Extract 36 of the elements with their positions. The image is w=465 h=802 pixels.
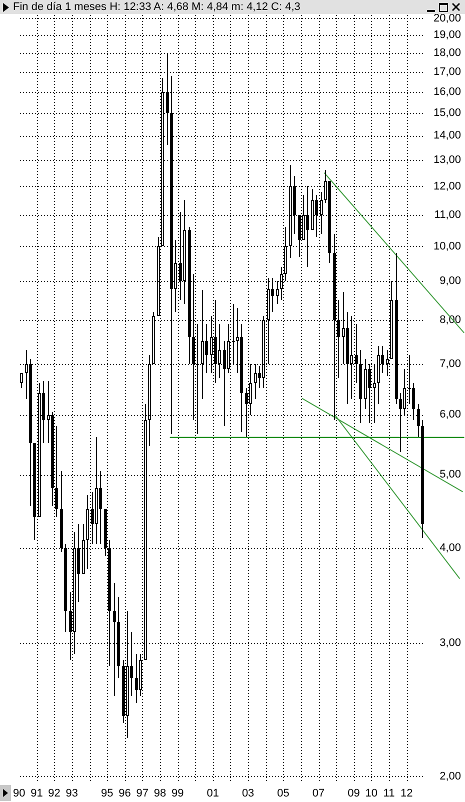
y-tick-label: 5,00 <box>440 468 461 481</box>
x-tick-label: 91 <box>30 788 43 800</box>
y-tick-label: 17,00 <box>433 66 461 78</box>
x-tick-label: 98 <box>154 788 166 800</box>
x-tick-label: 95 <box>101 788 114 800</box>
x-tick-label: 90 <box>12 788 26 800</box>
y-tick-label: 2,00 <box>440 770 461 782</box>
y-tick-label: 16,00 <box>433 86 461 98</box>
x-tick-label: 93 <box>66 788 78 800</box>
x-tick-label: 96 <box>118 788 131 800</box>
x-tick-label: 03 <box>242 788 254 800</box>
x-tick-label: 11 <box>383 788 395 800</box>
x-tick-label: 97 <box>136 788 149 800</box>
y-tick-label: 18,00 <box>433 46 461 59</box>
x-tick-label: 10 <box>365 788 378 800</box>
y-tick-label: 7,00 <box>440 358 461 370</box>
y-tick-label: 10,00 <box>433 240 461 253</box>
y-tick-label: 15,00 <box>433 107 461 120</box>
x-tick-label: 01 <box>206 788 219 800</box>
chart-title: Fin de día 1 meses H: 12:33 A: 4,68 M: 4,84 m: 4,12 C: 4,3 <box>13 0 300 14</box>
x-tick-label: 92 <box>48 788 60 800</box>
y-tick-label: 11,00 <box>434 209 461 222</box>
x-tick-label: 05 <box>277 788 290 800</box>
y-tick-label: 12,00 <box>433 180 461 192</box>
x-tick-label: 99 <box>171 788 184 800</box>
x-tick-label: 07 <box>312 788 325 800</box>
y-tick-label: 14,00 <box>433 130 461 142</box>
y-tick-label: 4,00 <box>440 542 461 554</box>
y-tick-label: 19,00 <box>433 29 461 42</box>
x-tick-label: 09 <box>348 788 360 800</box>
y-tick-label: 3,00 <box>440 636 461 649</box>
x-tick-label: 12 <box>400 788 413 800</box>
y-tick-label: 20,00 <box>433 12 461 24</box>
y-tick-label: 6,00 <box>440 408 461 421</box>
y-tick-label: 9,00 <box>440 275 461 288</box>
y-tick-label: 13,00 <box>433 154 461 166</box>
